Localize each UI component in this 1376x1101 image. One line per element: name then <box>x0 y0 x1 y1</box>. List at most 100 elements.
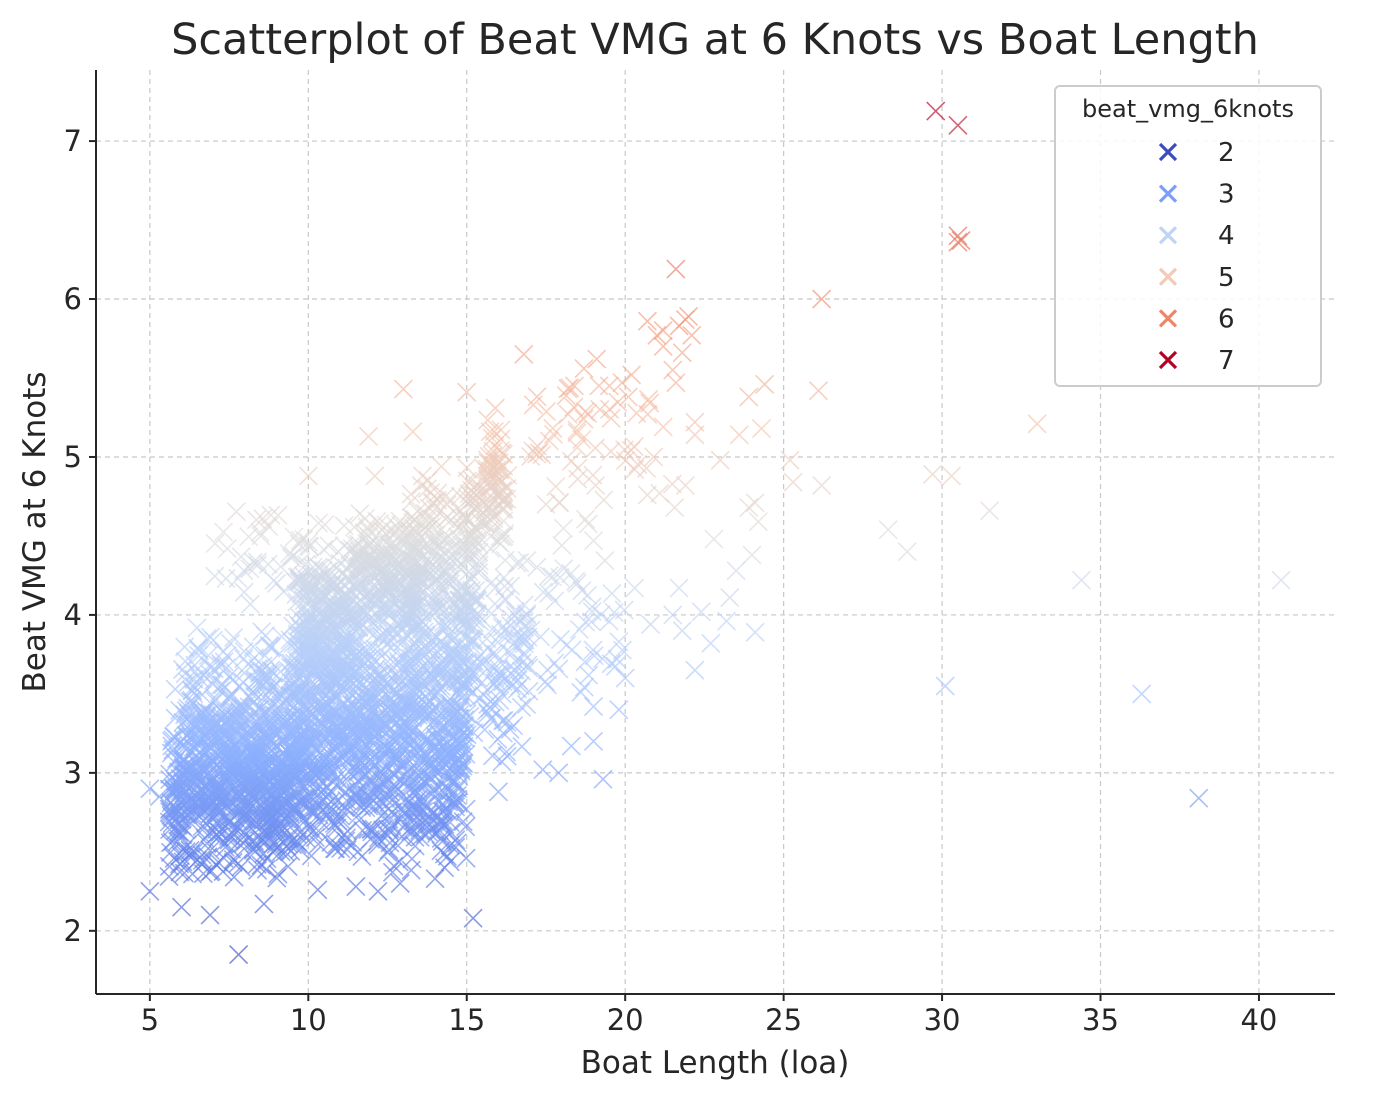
data-point <box>308 880 328 900</box>
data-point <box>416 503 436 523</box>
data-point <box>666 259 686 279</box>
data-point <box>812 475 832 495</box>
data-point <box>243 552 264 572</box>
data-point <box>552 535 572 555</box>
data-point <box>497 746 517 766</box>
data-point <box>980 501 1000 521</box>
data-point <box>447 833 467 853</box>
data-point <box>624 437 644 457</box>
data-point <box>170 700 190 720</box>
data-point <box>583 640 603 660</box>
data-point <box>549 492 569 513</box>
y-tick-label: 4 <box>64 598 82 632</box>
data-point <box>582 602 602 622</box>
data-point <box>384 856 404 876</box>
legend-marker <box>1158 184 1178 203</box>
data-point <box>379 680 399 700</box>
data-point <box>553 518 574 538</box>
data-point <box>717 611 737 631</box>
data-point <box>527 557 547 577</box>
data-point <box>536 401 556 422</box>
data-point <box>226 502 246 522</box>
data-point <box>382 862 402 882</box>
data-point <box>211 681 231 701</box>
data-point <box>607 649 627 669</box>
data-point <box>408 501 428 521</box>
data-point <box>254 894 274 914</box>
data-point <box>287 824 307 844</box>
data-point <box>1132 684 1152 704</box>
data-point <box>240 594 260 614</box>
data-point <box>496 742 517 762</box>
data-point <box>599 376 619 396</box>
legend-marker <box>1158 142 1178 162</box>
data-point <box>377 826 397 846</box>
y-tick-label: 2 <box>64 914 82 948</box>
data-point <box>315 515 335 535</box>
y-tick-label: 3 <box>64 756 82 790</box>
data-point <box>608 392 628 412</box>
data-point <box>308 513 329 533</box>
data-point <box>446 837 466 857</box>
data-point <box>303 821 323 841</box>
data-point <box>653 336 673 356</box>
data-point <box>231 547 251 567</box>
data-point <box>509 629 529 649</box>
data-point <box>478 410 498 430</box>
data-point <box>303 557 323 577</box>
data-point <box>605 656 625 676</box>
data-point <box>477 450 498 470</box>
legend-label: 5 <box>1218 263 1235 293</box>
data-point <box>678 306 699 326</box>
data-point <box>457 382 477 402</box>
data-point <box>165 679 185 699</box>
legend-label: 3 <box>1218 180 1235 210</box>
data-point <box>935 676 955 696</box>
data-point <box>217 539 237 559</box>
axes <box>95 70 1335 995</box>
data-point <box>350 504 370 524</box>
data-point <box>184 684 204 704</box>
data-point <box>491 420 511 440</box>
y-tick-label: 6 <box>64 282 82 316</box>
data-points <box>140 101 1291 965</box>
data-point <box>357 517 377 537</box>
data-point <box>529 443 549 463</box>
data-point <box>599 611 619 631</box>
data-point <box>621 365 642 385</box>
data-point <box>926 101 946 121</box>
data-point <box>663 605 683 625</box>
data-point <box>248 659 268 679</box>
data-point <box>575 509 596 529</box>
data-point <box>247 552 267 572</box>
x-ticks: 5 10 15 20 25 30 35 40 <box>141 994 1277 1037</box>
data-point <box>710 450 730 470</box>
data-point <box>951 231 971 251</box>
data-point <box>296 554 316 574</box>
data-point <box>368 881 388 901</box>
data-point <box>171 897 192 917</box>
data-point <box>574 358 594 379</box>
data-point <box>521 620 541 640</box>
data-point <box>405 519 425 539</box>
data-point <box>495 550 515 570</box>
data-point <box>243 637 263 657</box>
data-point <box>948 226 968 246</box>
data-point <box>474 652 494 672</box>
x-tick-label: 35 <box>1082 1003 1119 1037</box>
legend-marker <box>1158 226 1178 245</box>
data-point <box>494 526 514 546</box>
data-point <box>578 514 598 534</box>
data-point <box>640 393 660 413</box>
legend-label: 7 <box>1218 346 1235 376</box>
data-point <box>428 483 448 503</box>
data-point <box>358 426 379 447</box>
data-point <box>200 627 220 647</box>
data-point <box>319 536 339 556</box>
data-point <box>185 655 205 675</box>
data-point <box>501 616 521 636</box>
x-tick-label: 5 <box>141 1003 159 1037</box>
data-point <box>539 565 559 586</box>
data-point <box>561 451 582 471</box>
data-point <box>246 510 266 530</box>
